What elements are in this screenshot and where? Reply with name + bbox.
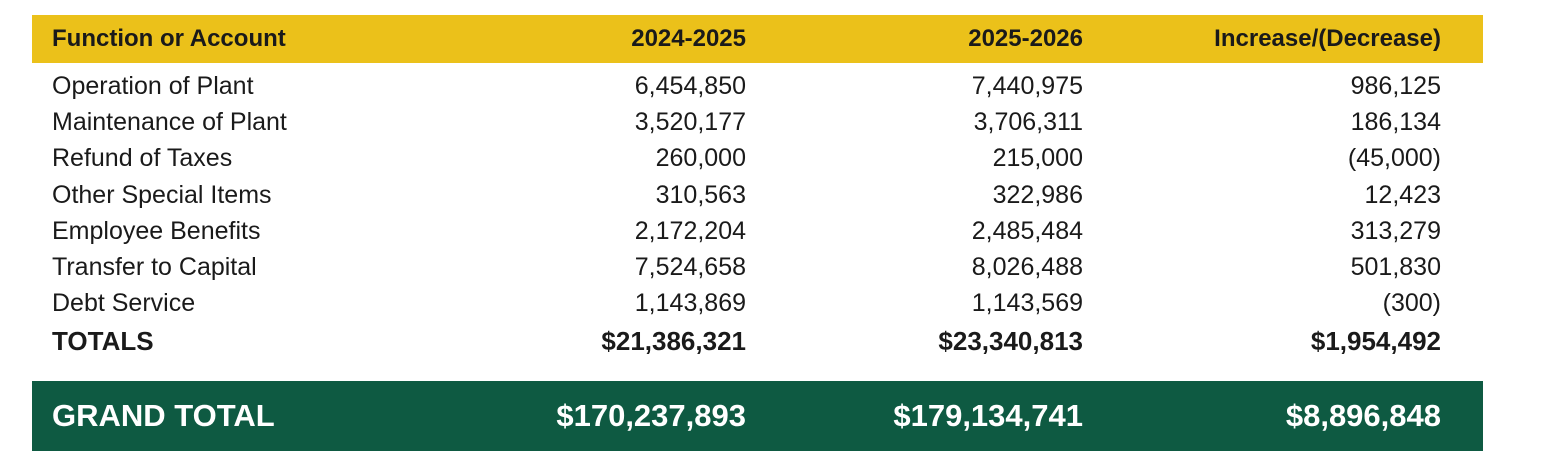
grand-total-2025-2026: $179,134,741 bbox=[893, 398, 1083, 434]
row-label: Employee Benefits bbox=[52, 216, 261, 245]
grand-total-change: $8,896,848 bbox=[1285, 398, 1441, 434]
row-value-2024-2025: 260,000 bbox=[655, 144, 746, 173]
table-body: Operation of Plant 6,454,850 7,440,975 9… bbox=[32, 63, 1483, 360]
table-row: Debt Service 1,143,869 1,143,569 (300) bbox=[32, 286, 1483, 322]
totals-change: $1,954,492 bbox=[1310, 325, 1441, 356]
totals-2024-2025: $21,386,321 bbox=[601, 325, 746, 356]
totals-2025-2026: $23,340,813 bbox=[938, 325, 1083, 356]
row-value-2025-2026: 2,485,484 bbox=[971, 216, 1083, 245]
row-label: Maintenance of Plant bbox=[52, 107, 287, 136]
row-value-2025-2026: 8,026,488 bbox=[971, 253, 1083, 282]
grand-total-label: GRAND TOTAL bbox=[52, 398, 275, 434]
row-value-2025-2026: 215,000 bbox=[992, 144, 1083, 173]
row-label: Other Special Items bbox=[52, 180, 272, 209]
table-row: Operation of Plant 6,454,850 7,440,975 9… bbox=[32, 68, 1483, 104]
row-label: Transfer to Capital bbox=[52, 253, 257, 282]
row-value-2024-2025: 7,524,658 bbox=[634, 253, 746, 282]
header-increase-decrease: Increase/(Decrease) bbox=[1214, 25, 1441, 52]
table-row: Employee Benefits 2,172,204 2,485,484 31… bbox=[32, 213, 1483, 249]
row-value-change: 313,279 bbox=[1350, 216, 1441, 245]
row-value-change: 186,134 bbox=[1350, 107, 1441, 136]
table-header-row: Function or Account 2024-2025 2025-2026 … bbox=[32, 15, 1483, 63]
row-value-change: 501,830 bbox=[1350, 253, 1441, 282]
row-value-2025-2026: 3,706,311 bbox=[973, 107, 1083, 136]
row-value-change: (45,000) bbox=[1347, 144, 1441, 173]
row-value-2024-2025: 2,172,204 bbox=[634, 216, 746, 245]
row-value-2025-2026: 7,440,975 bbox=[971, 71, 1083, 100]
header-2024-2025: 2024-2025 bbox=[631, 25, 746, 52]
table-row: Transfer to Capital 7,524,658 8,026,488 … bbox=[32, 249, 1483, 285]
totals-label: TOTALS bbox=[52, 325, 154, 356]
row-label: Operation of Plant bbox=[52, 71, 254, 100]
header-2025-2026: 2025-2026 bbox=[968, 25, 1083, 52]
row-value-2024-2025: 3,520,177 bbox=[634, 107, 746, 136]
table-row: Refund of Taxes 260,000 215,000 (45,000) bbox=[32, 141, 1483, 177]
table-row: Other Special Items 310,563 322,986 12,4… bbox=[32, 177, 1483, 213]
budget-table: Function or Account 2024-2025 2025-2026 … bbox=[32, 15, 1483, 452]
grand-total-2024-2025: $170,237,893 bbox=[556, 398, 746, 434]
totals-row: TOTALS $21,386,321 $23,340,813 $1,954,49… bbox=[32, 322, 1483, 360]
row-value-2024-2025: 1,143,869 bbox=[634, 289, 746, 318]
row-label: Refund of Taxes bbox=[52, 144, 233, 173]
row-label: Debt Service bbox=[52, 289, 196, 318]
row-value-2024-2025: 6,454,850 bbox=[634, 71, 746, 100]
row-value-2024-2025: 310,563 bbox=[655, 180, 746, 209]
row-value-2025-2026: 1,143,569 bbox=[971, 289, 1083, 318]
row-value-change: (300) bbox=[1382, 289, 1441, 318]
row-value-2025-2026: 322,986 bbox=[992, 180, 1083, 209]
row-value-change: 12,423 bbox=[1364, 180, 1441, 209]
table-row: Maintenance of Plant 3,520,177 3,706,311… bbox=[32, 104, 1483, 140]
header-function-or-account: Function or Account bbox=[52, 25, 286, 52]
grand-total-row: GRAND TOTAL $170,237,893 $179,134,741 $8… bbox=[32, 381, 1483, 452]
row-value-change: 986,125 bbox=[1350, 71, 1441, 100]
